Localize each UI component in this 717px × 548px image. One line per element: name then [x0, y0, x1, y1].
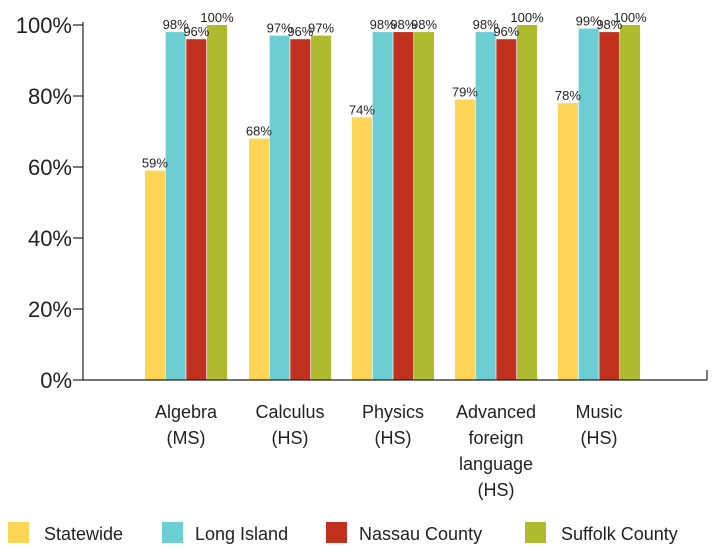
data-label: 97%: [308, 21, 334, 36]
legend-swatch: [326, 522, 347, 543]
bar: [454, 99, 475, 381]
data-label: 98%: [163, 17, 189, 32]
x-tick-label: Physics: [362, 402, 424, 422]
x-tick-label: language: [459, 454, 533, 474]
data-label: 100%: [613, 10, 647, 25]
y-axis: 0% 20% 40% 60% 80% 100%: [16, 13, 84, 393]
x-tick-label: Advanced: [456, 402, 536, 422]
bar: [496, 39, 517, 380]
bars: [144, 25, 641, 381]
data-label: 98%: [390, 17, 416, 32]
x-tick-label: (HS): [478, 480, 515, 500]
bar: [557, 103, 578, 380]
y-tick-label: 0%: [40, 368, 72, 393]
data-label: 98%: [596, 17, 622, 32]
data-label: 74%: [349, 102, 375, 117]
x-axis: Algebra (MS) Calculus (HS) Physics (HS) Advanc…: [83, 370, 708, 500]
bar: [620, 25, 641, 380]
bar: [269, 35, 290, 381]
bar: [248, 138, 269, 380]
bar: [207, 25, 228, 380]
data-label: 96%: [183, 24, 209, 39]
bar: [393, 32, 414, 380]
y-tick-label: 40%: [28, 226, 72, 251]
data-label: 100%: [510, 10, 544, 25]
bar: [311, 35, 332, 381]
legend-swatch: [162, 522, 183, 543]
data-label: 98%: [411, 17, 437, 32]
bar: [186, 39, 207, 380]
legend-label: Long Island: [195, 524, 288, 544]
bar: [290, 39, 311, 380]
legend-swatch: [525, 522, 546, 543]
x-tick-label: Algebra: [155, 402, 218, 422]
x-tick-label: (HS): [375, 428, 412, 448]
x-tick-label: (HS): [272, 428, 309, 448]
bar: [599, 32, 620, 380]
data-label: 78%: [555, 88, 581, 103]
legend-label: Statewide: [44, 524, 123, 544]
bar: [414, 32, 435, 380]
data-label: 99%: [576, 14, 602, 29]
data-label: 59%: [142, 156, 168, 171]
y-tick-label: 80%: [28, 84, 72, 109]
x-tick-label: foreign: [468, 428, 523, 448]
data-label: 96%: [493, 24, 519, 39]
x-tick-label: (HS): [581, 428, 618, 448]
y-tick-label: 100%: [16, 13, 72, 38]
legend-label: Suffolk County: [561, 524, 678, 544]
y-tick-label: 20%: [28, 297, 72, 322]
bar: [475, 32, 496, 380]
legend-swatch: [8, 522, 29, 543]
legend: Statewide Long Island Nassau County Suffolk…: [8, 522, 678, 544]
bar: [372, 32, 393, 380]
data-label: 98%: [370, 17, 396, 32]
bar: [165, 32, 186, 380]
x-tick-label: Music: [575, 402, 622, 422]
data-labels: 59%68%74%79% 78%98% 97% 98% 98% 99%96% 96% 98% 9…: [142, 10, 647, 171]
data-label: 98%: [473, 17, 499, 32]
bar: [144, 170, 165, 380]
bar: [578, 28, 599, 381]
data-label: 100%: [200, 10, 234, 25]
data-label: 97%: [267, 21, 293, 36]
legend-label: Nassau County: [359, 524, 482, 544]
x-tick-label: Calculus: [255, 402, 324, 422]
data-label: 68%: [246, 124, 272, 139]
data-label: 96%: [287, 24, 313, 39]
data-label: 79%: [452, 85, 478, 100]
bar: [517, 25, 538, 380]
bar: [351, 117, 372, 381]
y-tick-label: 60%: [28, 155, 72, 180]
x-tick-label: (MS): [167, 428, 206, 448]
